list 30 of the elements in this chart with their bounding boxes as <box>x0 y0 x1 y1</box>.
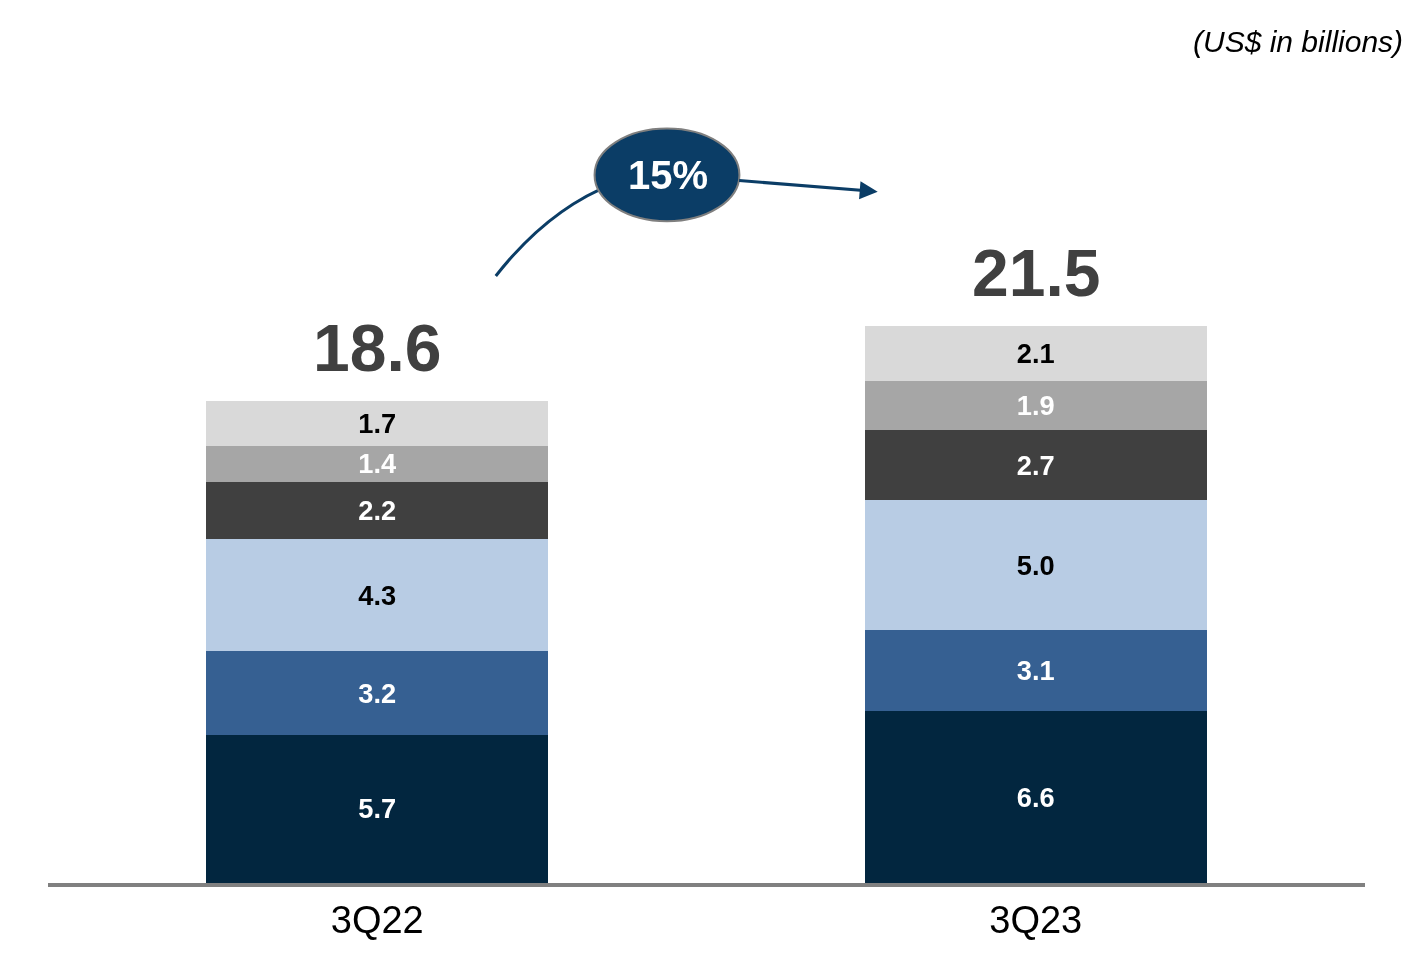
data-label: 1.9 <box>1016 389 1055 421</box>
total-label: 18.6 <box>313 311 442 385</box>
bar <box>206 539 549 652</box>
bar <box>206 401 549 446</box>
data-label: 2.1 <box>1016 337 1055 369</box>
x-tick-label: 3Q22 <box>330 898 424 941</box>
bar <box>864 500 1207 631</box>
data-label: 5.7 <box>358 793 397 825</box>
bar <box>864 711 1207 883</box>
data-label: 1.4 <box>358 448 397 480</box>
data-label: 5.0 <box>1016 550 1055 582</box>
data-label: 6.6 <box>1016 781 1055 813</box>
text: 15% <box>628 153 709 197</box>
bar <box>206 734 549 883</box>
data-label: 3.1 <box>1016 655 1055 687</box>
data-label: 1.7 <box>358 408 397 440</box>
data-label: 2.7 <box>1016 449 1055 481</box>
x-tick-label: 3Q23 <box>989 898 1083 941</box>
data-label: 4.3 <box>358 579 397 611</box>
text: (US$ in billions) <box>1193 25 1404 58</box>
bar <box>864 380 1207 431</box>
bar <box>206 445 549 483</box>
bar <box>864 630 1207 712</box>
total-label: 21.5 <box>972 236 1101 310</box>
data-label: 3.2 <box>358 677 397 709</box>
bar <box>206 482 549 540</box>
bar <box>206 651 549 735</box>
data-label: 2.2 <box>358 495 397 527</box>
bar <box>864 430 1207 501</box>
bar <box>864 325 1207 381</box>
